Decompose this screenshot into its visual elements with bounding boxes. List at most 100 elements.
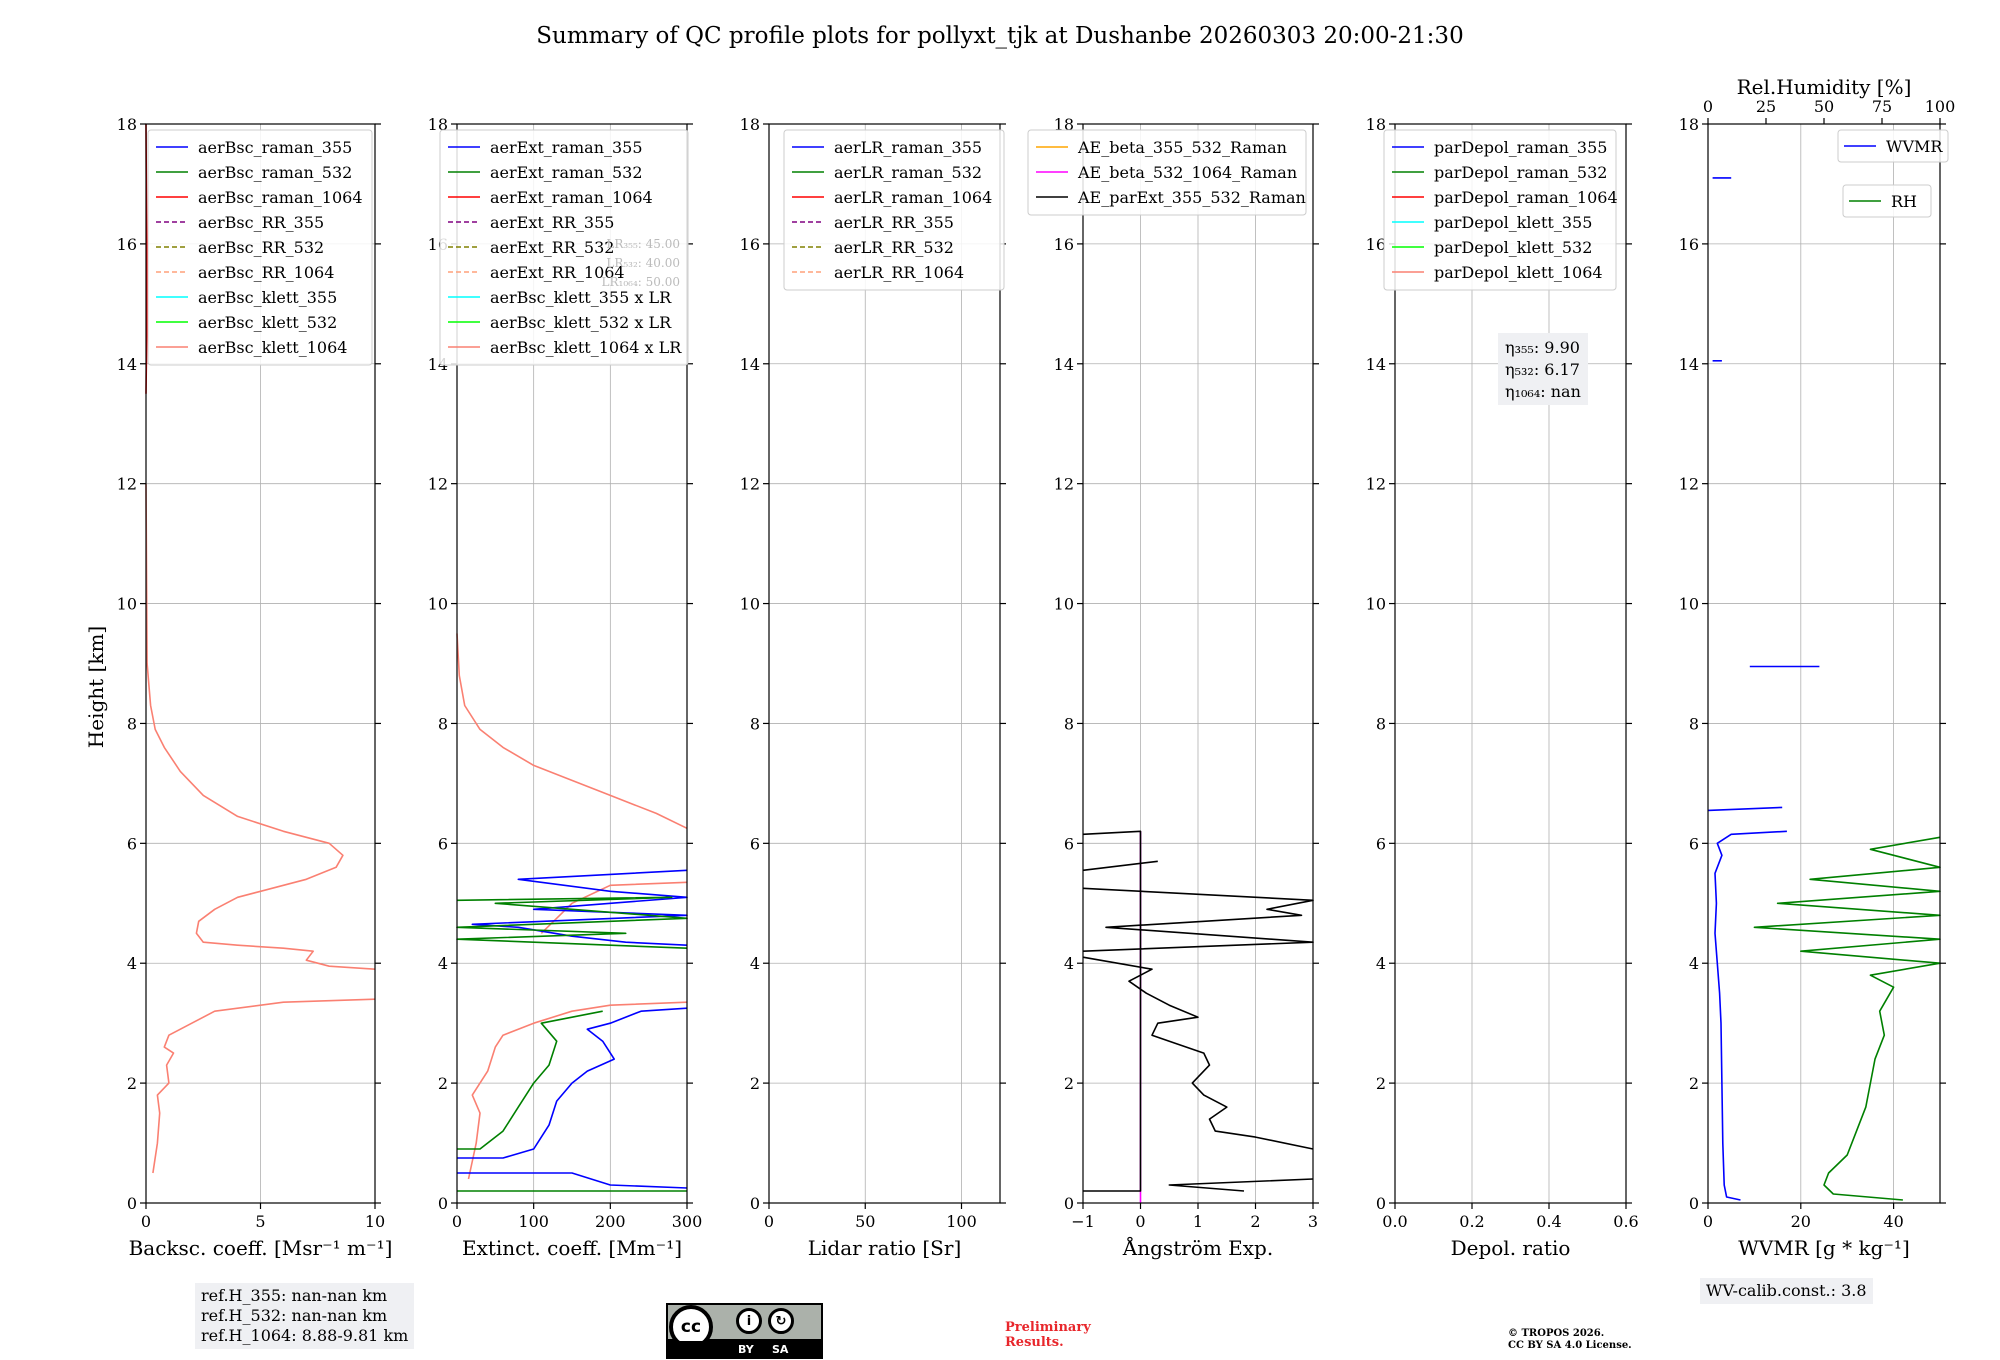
attribution-icon: i [736,1308,762,1334]
y-tick-label: 16 [1366,235,1386,254]
legend-box [1842,184,1932,218]
plot-frame [456,123,688,1204]
top-x-tick-label: 100 [1925,97,1956,116]
legend-item-label: aerBsc_raman_355 [198,138,352,157]
y-tick-label: 0 [750,1194,760,1213]
copyright-note: © TROPOS 2026. CC BY SA 4.0 License. [1508,1328,1632,1352]
wv-calib-box: WV-calib.const.: 3.8 [1700,1278,1873,1304]
legend-item-label: aerBsc_klett_355 x LR [490,288,672,307]
y-tick-label: 2 [1376,1074,1386,1093]
panel-depol: 0 2 4 6 8 10 12 14 16 18 0.0 0.2 0.4 0.6 Depol. ratio p… [1366,115,1639,1260]
y-tick-label: 12 [428,475,448,494]
x-tick-label: 5 [255,1212,265,1231]
y-tick-label: 6 [750,834,760,853]
x-axis-label: WVMR [g * kg⁻¹] [1738,1236,1910,1260]
preliminary-line-2: Results. [1005,1335,1064,1350]
y-tick-label: 6 [1376,834,1386,853]
y-tick-label: 8 [127,714,137,733]
y-axis-label: Height [km] [84,626,108,748]
series-line-wvmr-segment-1 [1707,806,1783,812]
legend-box [1383,129,1617,291]
series-line-aerext-raman-355 [457,1007,688,1159]
x-tick-label: 300 [672,1212,703,1231]
series-line-ae-parext-355-532-raman-top [1082,860,1158,872]
y-tick-label: 2 [438,1074,448,1093]
x-tick-label: −1 [1071,1212,1095,1231]
x-tick-label: 0.4 [1536,1212,1561,1231]
y-tick-label: 0 [1064,1194,1074,1213]
legend-item-label: aerBsc_RR_1064 [198,263,334,282]
top-x-tick-label: 25 [1756,97,1776,116]
x-tick-label: 0.2 [1459,1212,1484,1231]
x-tick-label: 0 [1135,1212,1145,1231]
y-tick-label: 0 [1376,1194,1386,1213]
legend-item-label: WVMR [1886,137,1943,156]
y-tick-label: 4 [1689,954,1699,973]
cc-sa-label: SA [772,1343,789,1356]
legend-item-label: aerExt_raman_355 [490,138,643,157]
series-line-aerext-raman-532 [457,1010,603,1150]
plot-frame [1394,123,1627,1204]
y-tick-label: 0 [127,1194,137,1213]
legend-box [439,129,689,366]
panel-bsc: 0 2 4 6 8 10 12 14 16 18 0 5 10 Backsc. coeff. [Msr⁻¹… [117,115,393,1260]
y-tick-label: 14 [1054,355,1074,374]
legend-item-label: AE_beta_355_532_Raman [1077,138,1287,157]
series-line-aerbsc-klett-1064-x-lr [467,1001,688,1180]
legend-item-label: aerBsc_klett_1064 x LR [490,338,682,357]
y-tick-label: 14 [1679,355,1699,374]
y-tick-label: 12 [1054,475,1074,494]
x-tick-label: 40 [1883,1212,1903,1231]
legend-item-label: aerLR_RR_532 [834,238,954,257]
copyright-line-1: © TROPOS 2026. [1508,1328,1605,1339]
lr-annotation: LR₃₅₅: 45.00 [606,237,680,251]
plot-frame [1707,123,1941,1204]
y-tick-label: 10 [1679,595,1699,614]
x-tick-label: 3 [1308,1212,1318,1231]
x-axis-label: Ångström Exp. [1122,1235,1273,1260]
legend-item-label: aerBsc_klett_355 [198,288,337,307]
lr-annotation: LR₁₀₆₄: 50.00 [602,275,680,289]
plot-frame [768,123,1001,1204]
series-line-ae-parext-355-532-raman [1082,830,1142,1192]
series-line-aerbsc-klett-1064-x-lr-top [456,633,688,830]
x-tick-label: 10 [365,1212,385,1231]
legend-item-label: aerBsc_klett_1064 [198,338,347,357]
ref-height-532: ref.H_532: nan-nan km [201,1306,388,1325]
ref-height-box: ref.H_355: nan-nan km ref.H_532: nan-nan… [195,1283,415,1349]
legend-item-label: aerBsc_klett_532 x LR [490,313,672,332]
y-tick-label: 12 [117,475,137,494]
ref-height-1064: ref.H_1064: 8.88-9.81 km [201,1326,409,1345]
y-tick-label: 14 [117,355,137,374]
y-tick-label: 8 [750,714,760,733]
legend-item-label: aerExt_RR_532 [490,238,614,257]
wv-calib-text: WV-calib.const.: 3.8 [1706,1281,1867,1300]
x-tick-label: 1 [1193,1212,1203,1231]
lr-annotation: LR₅₃₂: 40.00 [606,256,680,270]
x-tick-label: 200 [595,1212,626,1231]
series-line-ae-parext-355-532-raman-lower [1168,1178,1314,1192]
cc-by-label: BY [738,1343,754,1356]
y-tick-label: 10 [1054,595,1074,614]
top-x-tick-label: 75 [1872,97,1892,116]
y-tick-label: 0 [438,1194,448,1213]
share-alike-icon: ↻ [768,1308,794,1334]
legend-item-label: aerExt_RR_1064 [490,263,625,282]
preliminary-line-1: Preliminary [1005,1320,1091,1335]
legend-box [147,129,373,366]
legend-item-label: parDepol_klett_355 [1434,213,1592,232]
y-tick-label: 4 [750,954,760,973]
eta-box [1498,333,1588,405]
legend-item-label: parDepol_klett_1064 [1434,263,1603,282]
top-x-tick-label: 50 [1814,97,1834,116]
y-tick-label: 18 [428,115,448,134]
legend-item-label: aerBsc_raman_532 [198,163,352,182]
cc-badge-bottom: BY SA [666,1341,823,1359]
series-line-wvmr [1714,830,1787,1201]
legend-item-label: aerLR_raman_1064 [834,188,992,207]
